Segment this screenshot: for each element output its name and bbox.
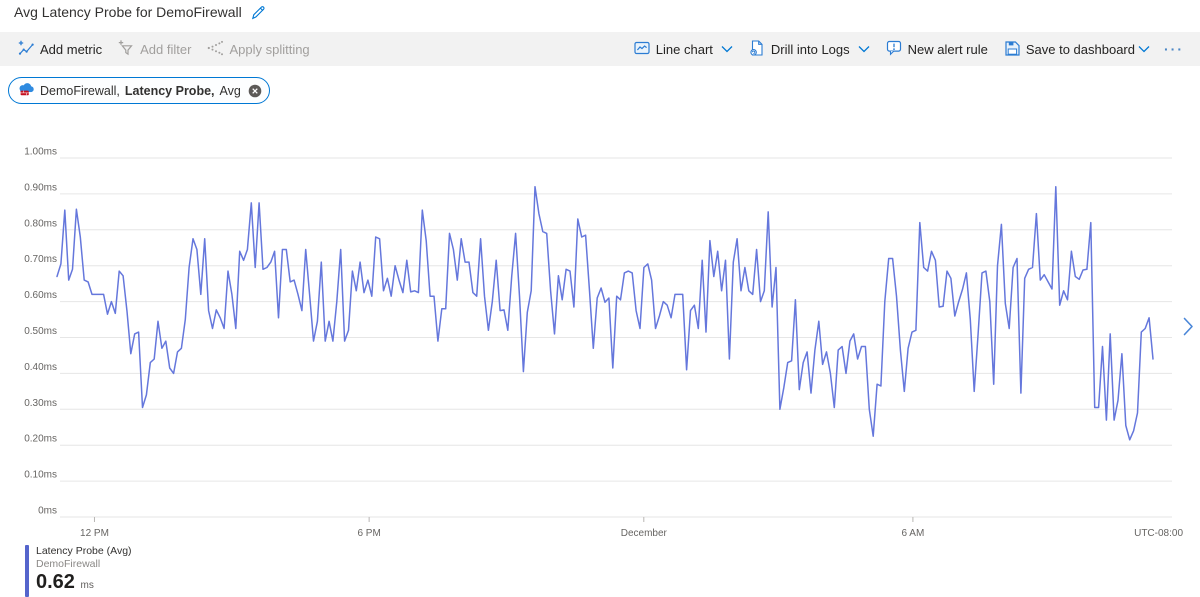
more-options-button[interactable]: ··· xyxy=(1158,32,1190,66)
chart-toolbar: Add metric Add filter Apply splitting Li… xyxy=(0,32,1200,66)
y-axis-label: 0.80ms xyxy=(24,218,57,229)
toolbar-left-group: Add metric Add filter Apply splitting xyxy=(10,32,318,66)
add-metric-button[interactable]: Add metric xyxy=(10,32,110,66)
pill-resource-label: DemoFirewall, xyxy=(40,83,120,98)
y-axis-label: 0.20ms xyxy=(24,434,57,445)
add-filter-label: Add filter xyxy=(140,41,192,57)
add-metric-icon xyxy=(18,40,34,59)
new-alert-rule-button[interactable]: New alert rule xyxy=(878,32,996,66)
drill-into-logs-icon xyxy=(749,39,765,59)
y-axis-label: 0.90ms xyxy=(24,182,57,193)
save-icon xyxy=(1004,40,1020,59)
y-axis-label: 1.00ms xyxy=(24,147,57,158)
drill-into-logs-label: Drill into Logs xyxy=(770,41,850,57)
chevron-down-icon xyxy=(1138,45,1150,53)
y-axis-label: 0.40ms xyxy=(24,362,57,373)
metric-pill[interactable]: DemoFirewall, Latency Probe, Avg xyxy=(8,77,270,104)
y-axis-label: 0ms xyxy=(38,506,57,517)
add-filter-button[interactable]: Add filter xyxy=(110,32,199,66)
legend-resource-label: DemoFirewall xyxy=(36,558,101,570)
chart-svg[interactable]: 1.00ms 0.90ms 0.80ms 0.70ms 0.60ms 0.50ms 0.40… xyxy=(0,145,1200,550)
drill-into-logs-button[interactable]: Drill into Logs xyxy=(741,32,878,66)
legend-text-block: Latency Probe (Avg) DemoFirewall 0.62 ms xyxy=(36,545,132,597)
add-metric-label: Add metric xyxy=(40,41,103,57)
edit-title-icon[interactable] xyxy=(251,5,266,20)
apply-splitting-button[interactable]: Apply splitting xyxy=(199,32,317,66)
firewall-icon xyxy=(17,82,35,99)
x-axis-label: 6 PM xyxy=(357,528,380,539)
x-axis-label: December xyxy=(621,528,668,539)
apply-splitting-icon xyxy=(207,40,224,59)
save-to-dashboard-button[interactable]: Save to dashboard xyxy=(996,32,1158,66)
utc-offset-label: UTC-08:00 xyxy=(1134,528,1183,539)
legend-series-label: Latency Probe (Avg) xyxy=(36,545,132,557)
page-title: Avg Latency Probe for DemoFirewall xyxy=(14,4,242,20)
latency-series-line xyxy=(56,185,1154,441)
legend[interactable]: Latency Probe (Avg) DemoFirewall 0.62 ms xyxy=(25,545,132,597)
chart-type-label: Line chart xyxy=(655,41,713,57)
toolbar-right-group: Line chart Drill into Logs New alert rul… xyxy=(626,32,1190,66)
y-axis-label: 0.50ms xyxy=(24,326,57,337)
legend-unit-label: ms xyxy=(80,580,94,591)
chevron-down-icon xyxy=(858,45,870,53)
chevron-down-icon xyxy=(721,45,733,53)
pill-aggregation-label: Avg xyxy=(219,83,241,98)
line-chart-icon xyxy=(634,40,650,59)
apply-splitting-label: Apply splitting xyxy=(229,41,310,57)
y-axis-label: 0.60ms xyxy=(24,290,57,301)
add-filter-icon xyxy=(118,39,134,59)
legend-color-bar xyxy=(25,545,29,597)
new-alert-rule-label: New alert rule xyxy=(907,41,988,57)
x-axis-label: 12 PM xyxy=(80,528,109,539)
title-row: Avg Latency Probe for DemoFirewall xyxy=(14,4,266,20)
chart-type-button[interactable]: Line chart xyxy=(626,32,741,66)
ellipsis-icon: ··· xyxy=(1164,41,1184,57)
pan-right-chevron[interactable] xyxy=(1183,317,1194,341)
x-axis-label: 6 AM xyxy=(902,528,925,539)
save-to-dashboard-label: Save to dashboard xyxy=(1025,41,1135,57)
y-axis-label: 0.70ms xyxy=(24,254,57,265)
legend-value: 0.62 ms xyxy=(36,571,94,593)
pill-metric-label: Latency Probe, xyxy=(124,83,215,98)
y-axis-label: 0.30ms xyxy=(24,398,57,409)
new-alert-rule-icon xyxy=(886,40,902,59)
remove-metric-icon[interactable] xyxy=(248,84,262,98)
y-axis-label: 0.10ms xyxy=(24,470,57,481)
